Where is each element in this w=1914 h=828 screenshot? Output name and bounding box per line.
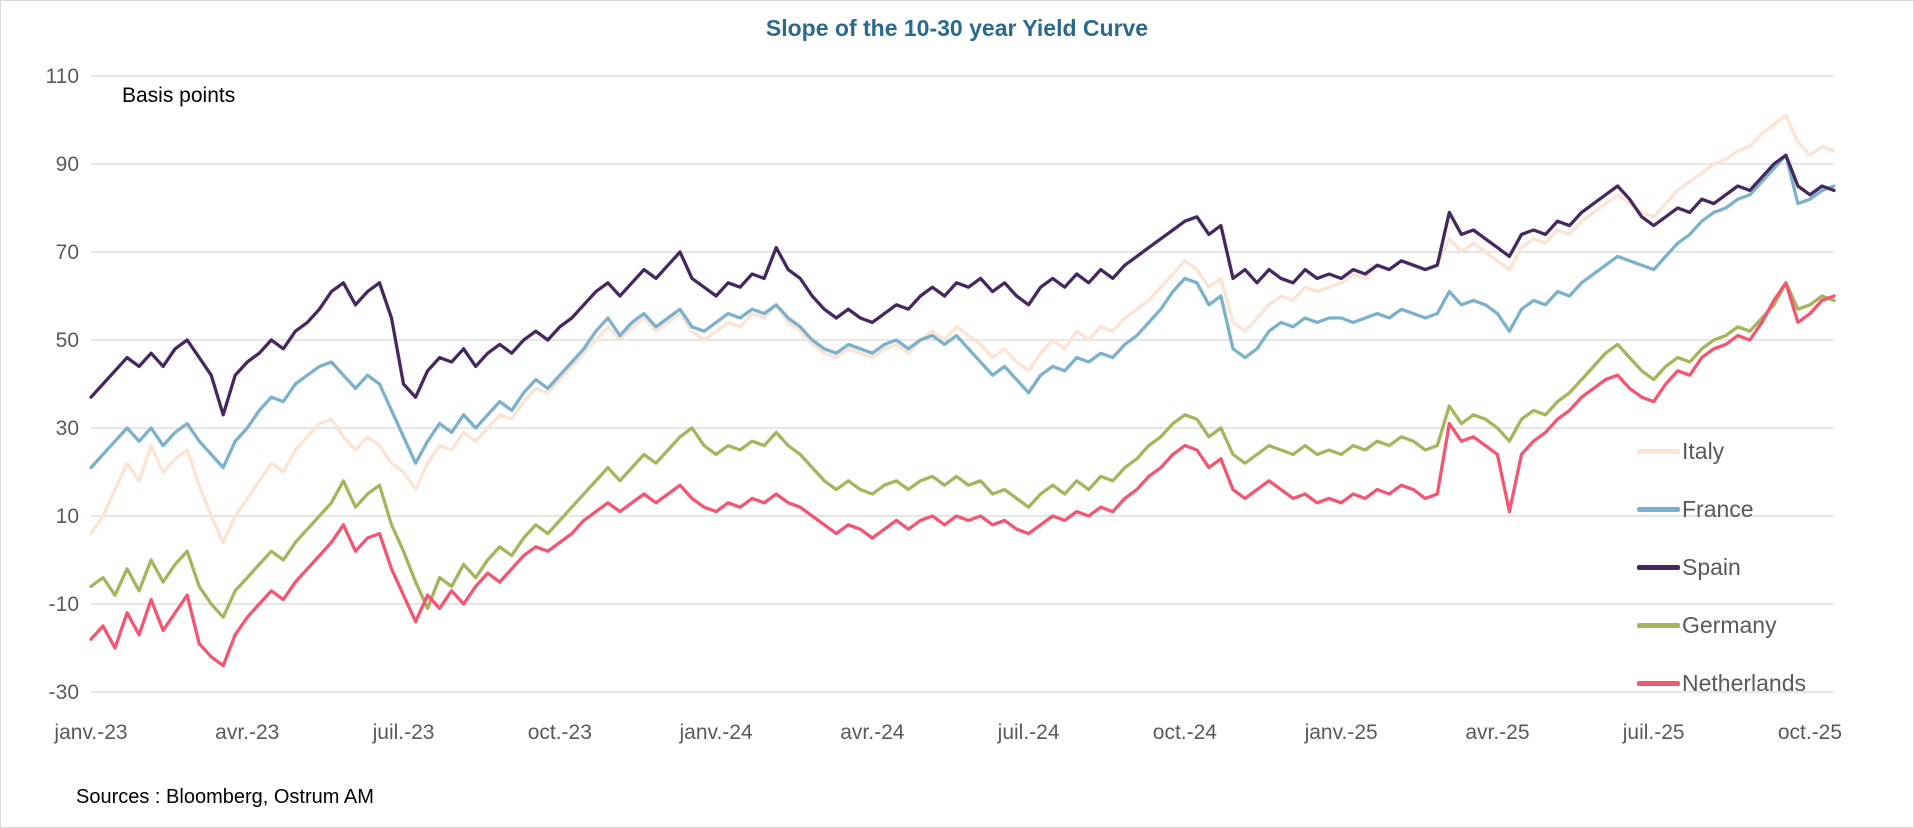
x-tick-label: oct.-24	[1153, 721, 1218, 744]
x-tick-label: oct.-25	[1778, 721, 1842, 744]
series-line-italy	[89, 113, 1836, 545]
x-tick-label: avr.-25	[1465, 721, 1529, 744]
x-tick-label: janv.-25	[1304, 721, 1378, 744]
x-tick-label: janv.-23	[53, 721, 127, 744]
legend-label: Italy	[1682, 438, 1725, 464]
legend-item-italy: Italy	[1637, 438, 1724, 465]
x-tick-label: juil.-23	[372, 721, 435, 744]
legend-item-france: France	[1637, 496, 1754, 523]
y-axis-unit-note: Basis points	[122, 84, 236, 107]
legend-label: Netherlands	[1682, 670, 1807, 696]
y-tick-label: 30	[56, 417, 79, 440]
legend-item-spain: Spain	[1637, 554, 1741, 581]
series-line-france	[89, 153, 1836, 470]
legend-item-germany: Germany	[1637, 612, 1777, 639]
chart-title: Slope of the 10-30 year Yield Curve	[765, 15, 1149, 41]
x-tick-label: avr.-24	[840, 721, 905, 744]
y-tick-label: 50	[56, 329, 79, 352]
x-tick-label: oct.-23	[528, 721, 592, 744]
x-tick-label: juil.-24	[997, 721, 1060, 744]
series-line-germany	[89, 281, 1836, 619]
legend-swatch-germany	[1637, 623, 1680, 628]
x-tick-label: juil.-25	[1622, 721, 1685, 744]
x-tick-label: avr.-23	[215, 721, 279, 744]
source-note: Sources : Bloomberg, Ostrum AM	[76, 786, 374, 808]
series-line-spain	[89, 153, 1836, 417]
y-tick-label: 10	[56, 505, 79, 528]
legend-swatch-france	[1637, 507, 1680, 512]
legend-label: France	[1682, 496, 1754, 522]
x-tick-label: janv.-24	[678, 721, 752, 744]
legend-label: Germany	[1682, 612, 1777, 638]
legend-swatch-netherlands	[1637, 681, 1680, 686]
legend-item-netherlands: Netherlands	[1637, 670, 1806, 697]
y-tick-label: 110	[46, 65, 79, 88]
series-line-netherlands	[89, 281, 1836, 668]
legend-swatch-italy	[1637, 449, 1680, 454]
y-tick-label: 90	[56, 153, 79, 176]
y-tick-label: -30	[49, 681, 79, 704]
y-tick-label: 70	[56, 241, 79, 264]
legend-swatch-spain	[1637, 565, 1680, 570]
y-tick-label: -10	[49, 593, 79, 616]
legend-label: Spain	[1682, 554, 1741, 580]
